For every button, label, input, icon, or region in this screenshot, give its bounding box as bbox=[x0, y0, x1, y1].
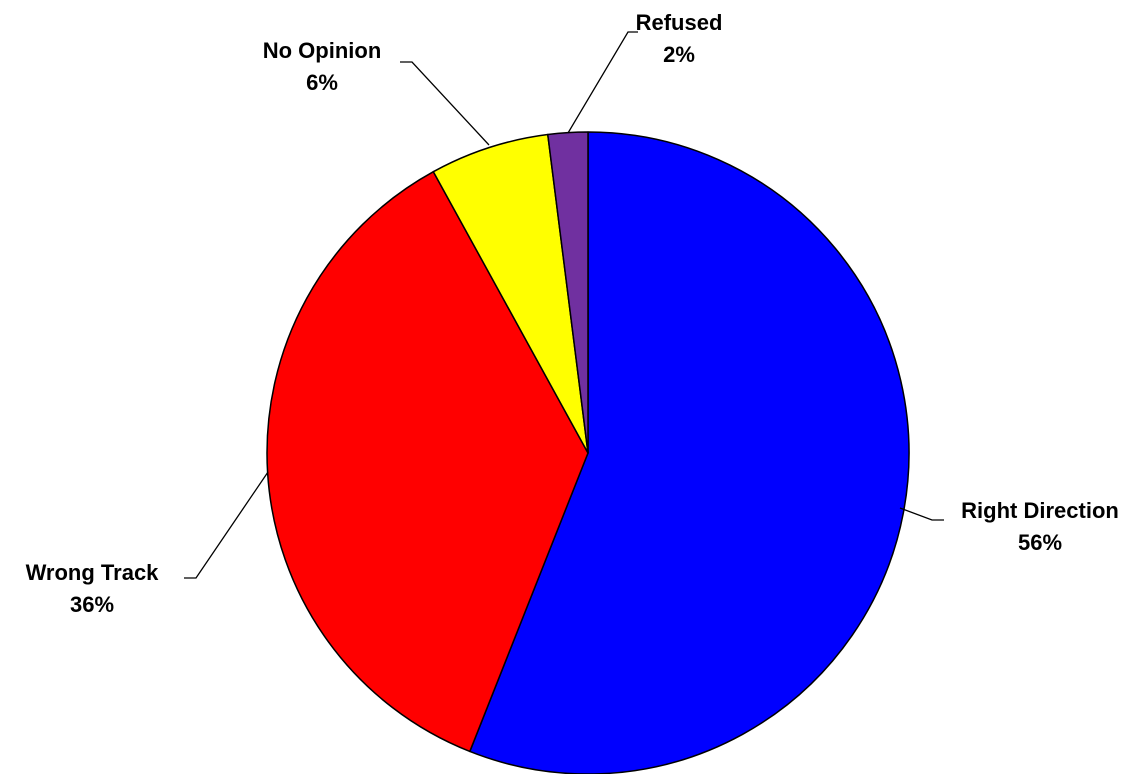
slice-label-right-direction: Right Direction bbox=[961, 498, 1119, 523]
slice-value-no-opinion: 6% bbox=[306, 70, 338, 95]
pie-slice-no-opinion bbox=[432, 133, 589, 454]
pie-slice-right-direction bbox=[469, 131, 910, 774]
slice-value-wrong-track: 36% bbox=[70, 592, 114, 617]
slice-label-refused: Refused bbox=[636, 10, 723, 35]
leader-lines bbox=[184, 31, 944, 579]
leader-line-refused bbox=[567, 31, 638, 134]
slice-value-right-direction: 56% bbox=[1018, 530, 1062, 555]
slice-labels: Right Direction 56% Wrong Track 36% No Opini… bbox=[26, 10, 1119, 617]
slice-label-wrong-track: Wrong Track bbox=[26, 560, 160, 585]
leader-line-no-opinion bbox=[400, 61, 490, 146]
pie-slices bbox=[266, 131, 910, 774]
slice-value-refused: 2% bbox=[663, 42, 695, 67]
leader-line-wrong-track bbox=[184, 471, 269, 579]
leader-line-right-direction bbox=[899, 507, 944, 521]
slice-label-no-opinion: No Opinion bbox=[263, 38, 382, 63]
